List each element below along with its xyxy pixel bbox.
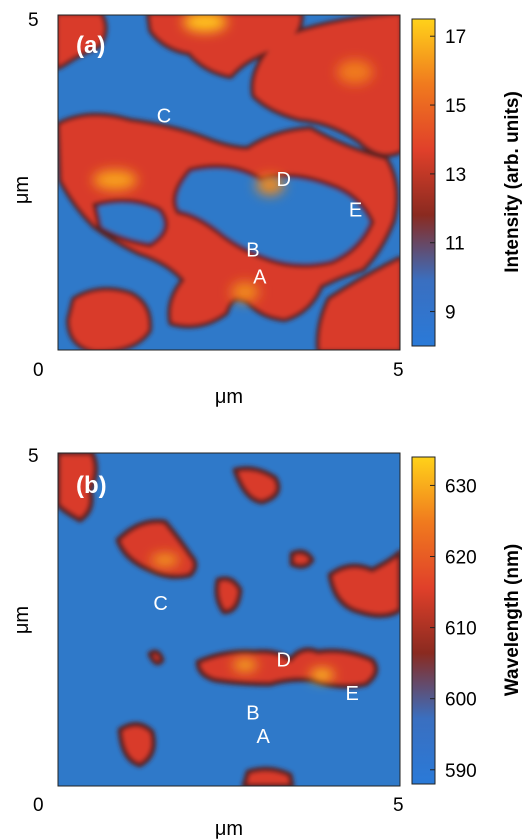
colorbar-a-ticks: 17 15 13 11 9 — [430, 27, 466, 324]
colorbar-b-ticks: 630 620 610 600 590 — [430, 476, 477, 782]
colorbar-b-label: Wavelength (nm) — [502, 544, 523, 696]
point-label-e-b: E — [345, 683, 358, 705]
heatmap-a — [58, 15, 400, 350]
colorbar-a — [411, 18, 436, 347]
colorbar-b-tick-label: 610 — [445, 619, 477, 640]
panel-a: (a) C D E BA 5 0 5 μm μm 17 15 13 11 9 Intensit… — [11, 10, 523, 408]
colorbar-b — [411, 456, 436, 785]
colorbar-a-tick-label: 15 — [445, 96, 466, 117]
colorbar-b-tick-label: 600 — [445, 690, 477, 711]
y-axis-label-a: μm — [11, 176, 33, 204]
colorbar-a-label: Intensity (arb. units) — [502, 91, 523, 273]
colorbar-b-tick-label: 630 — [445, 476, 477, 497]
colorbar-a-tick-label: 13 — [445, 165, 466, 186]
heatmap-a-hotspots — [93, 15, 373, 302]
panel-b: (b) C D E BA 5 0 5 μm μm 630 620 610 600 590 Wa… — [11, 446, 523, 839]
colorbar-b-tick-label: 590 — [445, 761, 477, 782]
panel-label-a: (a) — [76, 32, 105, 59]
heatmap-b — [58, 453, 400, 786]
point-label-b-a: B — [246, 240, 259, 262]
point-label-c-b: C — [153, 593, 167, 615]
x-tick-left-a: 0 — [33, 360, 44, 381]
colorbar-a-tick-label: 17 — [445, 27, 466, 48]
point-label-d-a: D — [276, 169, 290, 191]
heatmap-a-regions — [58, 15, 400, 350]
point-label-c-a: C — [157, 106, 171, 128]
x-axis-label-a: μm — [215, 386, 243, 408]
heatmap-a-frame — [57, 14, 401, 351]
annotations-b: C D E BA — [153, 593, 358, 748]
heatmap-b-hotspots — [151, 554, 334, 681]
panel-label-b: (b) — [76, 472, 107, 499]
x-tick-left-b: 0 — [33, 795, 44, 816]
colorbar-a-tick-label: 11 — [445, 234, 465, 255]
x-axis-label-b: μm — [215, 818, 243, 839]
point-label-a-a: A — [253, 266, 267, 288]
colorbar-b-tick-label: 620 — [445, 548, 477, 569]
point-label-b-b: B — [246, 703, 259, 725]
y-tick-top-a: 5 — [28, 10, 39, 31]
x-tick-right-b: 5 — [393, 795, 404, 816]
heatmap-b-frame — [57, 452, 401, 787]
point-label-e-a: E — [349, 199, 362, 221]
y-tick-top-b: 5 — [28, 446, 39, 467]
point-label-d-b: D — [276, 649, 290, 671]
x-tick-right-a: 5 — [393, 360, 404, 381]
y-axis-label-b: μm — [11, 606, 33, 634]
point-label-a-b: A — [257, 726, 271, 748]
annotations-a: C D E BA — [157, 106, 362, 289]
colorbar-a-tick-label: 9 — [445, 303, 456, 324]
heatmap-b-background — [58, 453, 400, 786]
